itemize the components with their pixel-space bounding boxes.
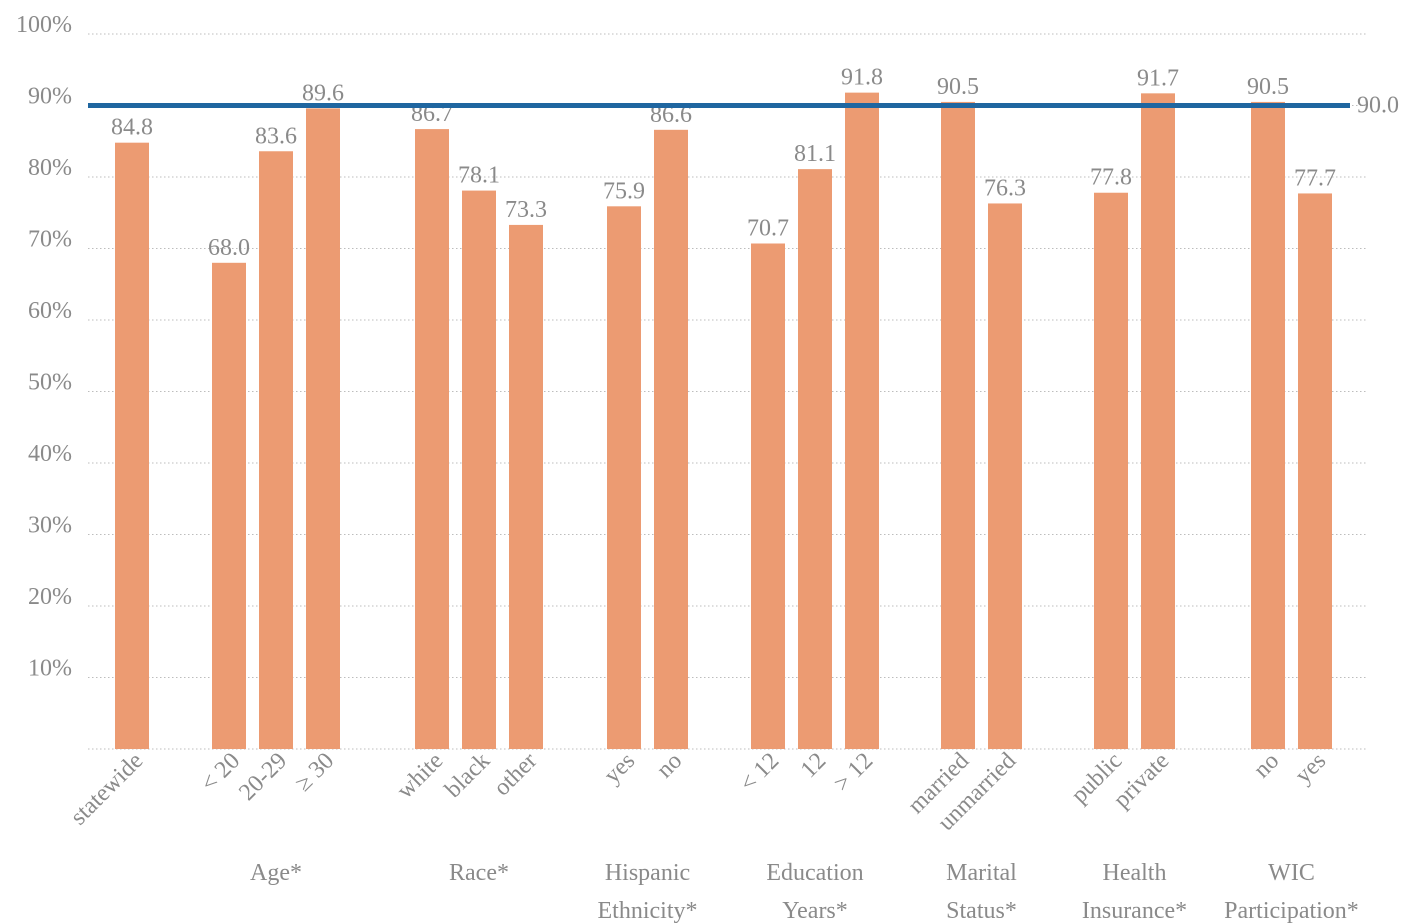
data-label: 73.3 [505, 197, 547, 223]
bar [654, 129, 688, 749]
category-tick-label: no [652, 748, 687, 783]
y-tick-label: 30% [28, 513, 72, 539]
data-label: 78.1 [458, 163, 500, 189]
category-tick-label: > 12 [829, 748, 878, 797]
group-label: Insurance* [1082, 898, 1187, 924]
category-tick-label: other [489, 748, 542, 801]
bar [988, 203, 1022, 749]
group-label: Years* [782, 898, 848, 924]
group-label: WIC [1268, 860, 1315, 886]
group-label: Ethnicity* [598, 898, 698, 924]
data-label: 77.8 [1090, 165, 1132, 191]
bar [212, 262, 246, 749]
data-label: 75.9 [603, 178, 645, 204]
bar [751, 243, 785, 749]
group-label: Status* [946, 898, 1017, 924]
bar [259, 151, 293, 749]
bar [798, 169, 832, 749]
y-tick-label: 10% [28, 656, 72, 682]
bar [415, 129, 449, 750]
category-tick-label: < 12 [735, 748, 784, 797]
y-tick-label: 50% [28, 370, 72, 396]
data-label: 81.1 [794, 141, 836, 167]
data-label: 90.5 [1247, 74, 1289, 100]
group-label: Participation* [1224, 898, 1359, 924]
y-tick-label: 40% [28, 441, 72, 467]
reference-line-label: 90.0 [1357, 93, 1399, 119]
category-tick-label: white [392, 748, 448, 804]
data-label: 76.3 [984, 175, 1026, 201]
group-label: Health [1103, 860, 1167, 886]
y-tick-label: 80% [28, 155, 72, 181]
data-label: 90.5 [937, 74, 979, 100]
category-tick-label: 20-29 [234, 748, 292, 806]
category-tick-label: black [440, 748, 495, 803]
bar [845, 92, 879, 749]
group-label: Age* [250, 860, 302, 886]
group-label: Marital [946, 860, 1017, 886]
bar [1094, 192, 1128, 750]
bar [1298, 193, 1332, 749]
data-label: 89.6 [302, 80, 344, 106]
group-label: Hispanic [605, 860, 690, 886]
category-tick-label: yes [599, 748, 640, 789]
y-tick-label: 100% [16, 12, 72, 38]
data-label: 68.0 [208, 235, 250, 261]
group-label: Education [766, 860, 863, 886]
category-tick-label: no [1249, 748, 1284, 783]
category-tick-label: ≥ 30 [290, 748, 339, 797]
bar [941, 101, 975, 750]
y-tick-label: 90% [28, 84, 72, 110]
category-tick-label: 12 [796, 748, 831, 783]
y-tick-label: 20% [28, 584, 72, 610]
group-label: Race* [449, 860, 509, 886]
bar [607, 206, 641, 749]
category-tick-label: yes [1290, 748, 1331, 789]
data-label: 91.8 [841, 65, 883, 91]
y-tick-label: 70% [28, 227, 72, 253]
data-label: 83.6 [255, 123, 297, 149]
bar [115, 142, 149, 749]
data-label: 77.7 [1294, 165, 1336, 191]
data-label: 84.8 [111, 115, 153, 141]
bar [1251, 101, 1285, 750]
bar [509, 224, 543, 749]
data-label: 91.7 [1137, 65, 1179, 91]
data-label: 70.7 [747, 215, 789, 241]
y-tick-label: 60% [28, 298, 72, 324]
bar [1141, 93, 1175, 750]
category-tick-label: statewide [66, 748, 148, 830]
bar [462, 190, 496, 749]
bar [306, 108, 340, 750]
